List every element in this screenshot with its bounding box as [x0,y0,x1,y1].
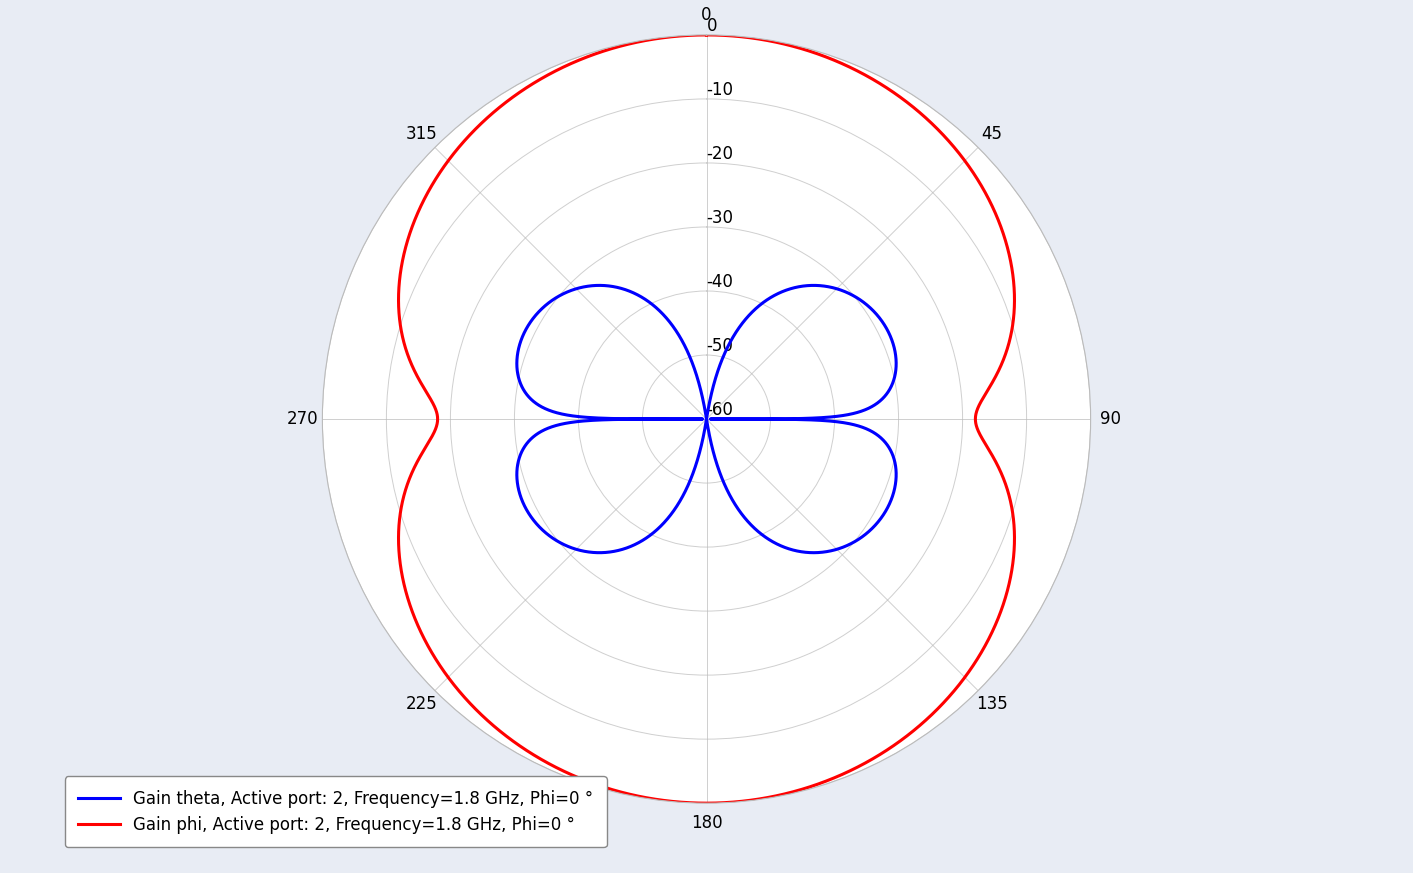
Gain phi, Active port: 2, Frequency=1.8 GHz, Phi=0 °: (4.59, 44.7): 2, Frequency=1.8 GHz, Phi=0 °: (4.59, 44… [414,448,431,458]
Gain theta, Active port: 2, Frequency=1.8 GHz, Phi=0 °: (1.13, 31.5): 2, Frequency=1.8 GHz, Phi=0 °: (1.13, 31… [880,328,897,339]
Line: Gain theta, Active port: 2, Frequency=1.8 GHz, Phi=0 °: Gain theta, Active port: 2, Frequency=1.… [517,285,896,553]
Gain theta, Active port: 2, Frequency=1.8 GHz, Phi=0 °: (0, 0): 2, Frequency=1.8 GHz, Phi=0 °: (0, 0) [698,414,715,424]
Gain theta, Active port: 2, Frequency=1.8 GHz, Phi=0 °: (4.77, 24.8): 2, Frequency=1.8 GHz, Phi=0 °: (4.77, 24… [540,404,557,415]
Gain phi, Active port: 2, Frequency=1.8 GHz, Phi=0 °: (6.02, 59.7): 2, Frequency=1.8 GHz, Phi=0 °: (6.02, 59… [599,45,616,55]
Gain theta, Active port: 2, Frequency=1.8 GHz, Phi=0 °: (5.94, 15.1): 2, Frequency=1.8 GHz, Phi=0 °: (5.94, 15… [666,323,682,333]
Gain theta, Active port: 2, Frequency=1.8 GHz, Phi=0 °: (6.02, 10.2): 2, Frequency=1.8 GHz, Phi=0 °: (6.02, 10… [681,351,698,361]
Gain phi, Active port: 2, Frequency=1.8 GHz, Phi=0 °: (0, 60): 2, Frequency=1.8 GHz, Phi=0 °: (0, 60) [698,30,715,40]
Gain phi, Active port: 2, Frequency=1.8 GHz, Phi=0 °: (5.94, 59.5): 2, Frequency=1.8 GHz, Phi=0 °: (5.94, 59… [571,55,588,65]
Gain theta, Active port: 2, Frequency=1.8 GHz, Phi=0 °: (4.59, 27.8): 2, Frequency=1.8 GHz, Phi=0 °: (4.59, 27… [521,435,538,445]
Gain theta, Active port: 2, Frequency=1.8 GHz, Phi=0 °: (2.14, 31.1): 2, Frequency=1.8 GHz, Phi=0 °: (2.14, 31… [866,520,883,531]
Line: Gain phi, Active port: 2, Frequency=1.8 GHz, Phi=0 °: Gain phi, Active port: 2, Frequency=1.8 … [398,35,1015,803]
Gain phi, Active port: 2, Frequency=1.8 GHz, Phi=0 °: (6.28, 60): 2, Frequency=1.8 GHz, Phi=0 °: (6.28, 60… [698,30,715,40]
Gain theta, Active port: 2, Frequency=1.8 GHz, Phi=0 °: (6.28, 0): 2, Frequency=1.8 GHz, Phi=0 °: (6.28, 0) [698,414,715,424]
Gain phi, Active port: 2, Frequency=1.8 GHz, Phi=0 °: (2.14, 54.7): 2, Frequency=1.8 GHz, Phi=0 °: (2.14, 54… [993,601,1010,612]
Gain theta, Active port: 2, Frequency=1.8 GHz, Phi=0 °: (2.97, 1.32): 2, Frequency=1.8 GHz, Phi=0 °: (2.97, 1.… [699,423,716,433]
Gain phi, Active port: 2, Frequency=1.8 GHz, Phi=0 °: (2.97, 59.9): 2, Frequency=1.8 GHz, Phi=0 °: (2.97, 59… [762,792,779,802]
Gain phi, Active port: 2, Frequency=1.8 GHz, Phi=0 °: (1.57, 42): 2, Frequency=1.8 GHz, Phi=0 °: (1.57, 42… [966,414,983,424]
Legend: Gain theta, Active port: 2, Frequency=1.8 GHz, Phi=0 °, Gain phi, Active port: 2: Gain theta, Active port: 2, Frequency=1.… [65,776,606,847]
Gain phi, Active port: 2, Frequency=1.8 GHz, Phi=0 °: (4.77, 42.8): 2, Frequency=1.8 GHz, Phi=0 °: (4.77, 42… [424,398,441,409]
